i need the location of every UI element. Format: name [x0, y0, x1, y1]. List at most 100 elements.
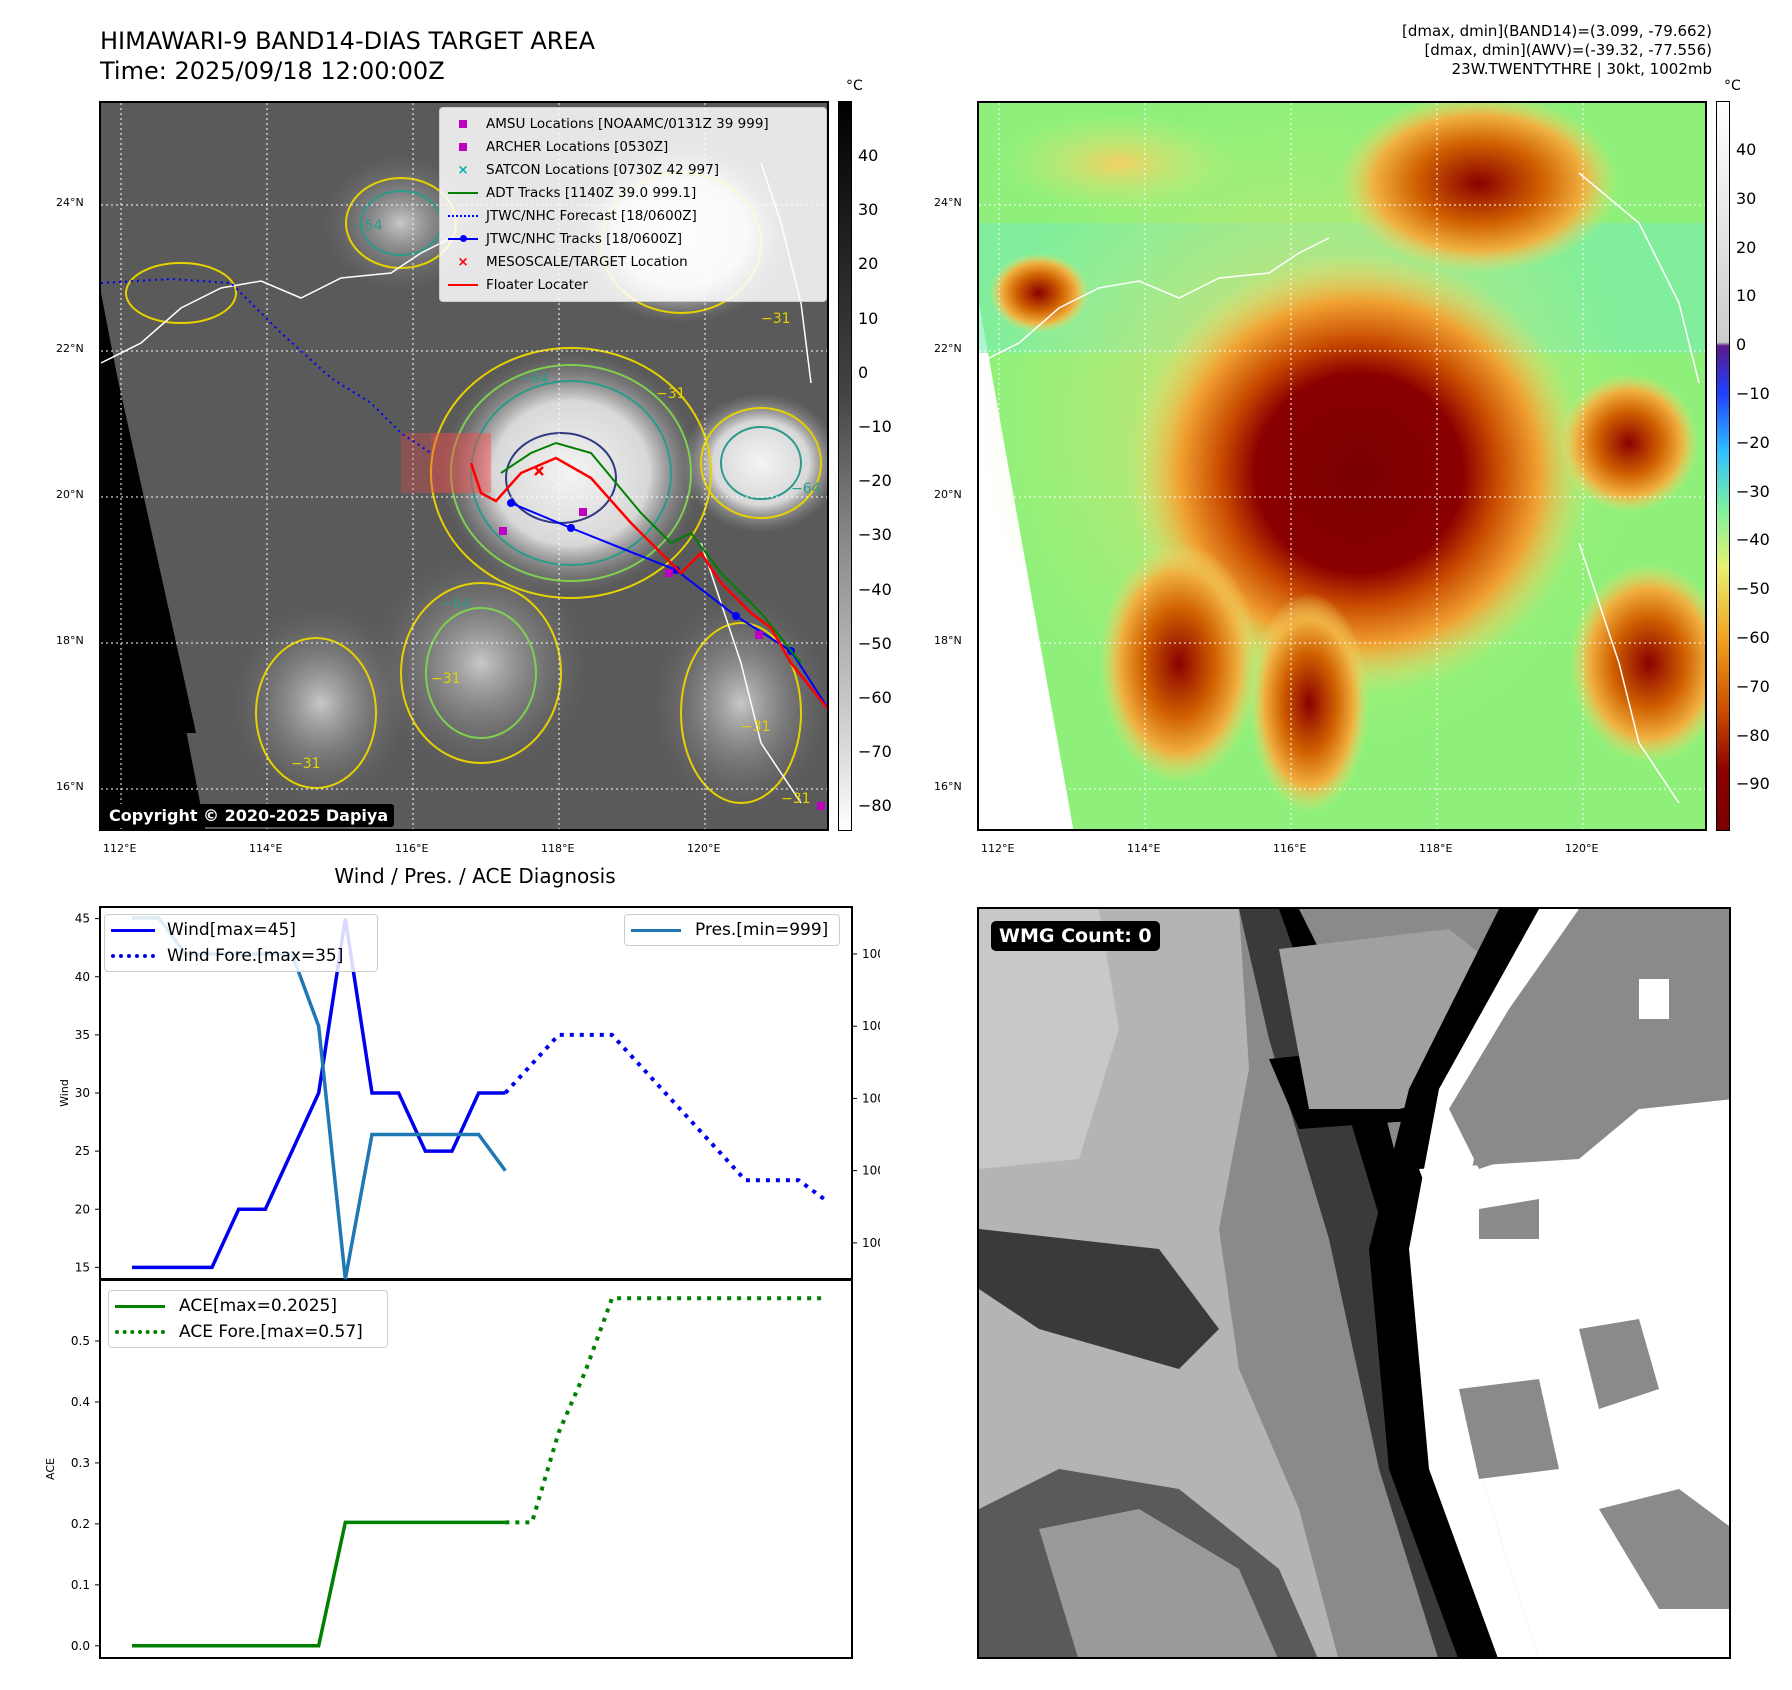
stats-line-1: [dmax, dmin](BAND14)=(3.099, -79.662) [1401, 22, 1712, 40]
legend-jtwc-tracks: JTWC/NHC Tracks [18/0600Z] [448, 227, 818, 250]
target-area-box [431, 433, 491, 493]
legend-floater: Floater Locater [448, 273, 818, 296]
svg-text:−31: −31 [431, 671, 461, 687]
legend-wind-forecast: Wind Fore.[max=35] [111, 943, 371, 969]
ace-ytick-label: 0.2 [71, 1517, 90, 1531]
wmg-panel: WMG Count: 0 [977, 907, 1731, 1659]
colorbar-tick: −30 [1736, 481, 1770, 501]
legend-pressure: Pres.[min=999] [631, 917, 833, 943]
colorbar-tick: −80 [858, 796, 892, 816]
colorbar-tick: −80 [1736, 725, 1770, 745]
colorbar-tick: 40 [1736, 140, 1757, 159]
svg-text:−64: −64 [441, 596, 471, 612]
colorbar-tick: 20 [858, 254, 879, 274]
series-pres-min-999- [132, 916, 507, 1280]
legend-target: × MESOSCALE/TARGET Location [457, 253, 688, 270]
colorbar-tick: 30 [1736, 188, 1757, 208]
ace-ytick-label: 0.0 [71, 1639, 90, 1653]
colorbar-tick: −20 [1736, 432, 1770, 452]
title-line-1: HIMAWARI-9 BAND14-DIAS TARGET AREA [100, 27, 596, 55]
pressure-ytick-label: 1008 [862, 947, 880, 961]
figure-title: HIMAWARI-9 BAND14-DIAS TARGET AREA Time:… [100, 26, 595, 86]
pressure-ytick-label: 1002 [862, 1164, 880, 1178]
wind-ylabel: Wind [60, 1079, 71, 1107]
jtwc-best-track [510, 502, 827, 709]
wind-ytick-label: 30 [75, 1086, 90, 1100]
colorbar-tick: −10 [1736, 384, 1770, 403]
awv-storm-core [1129, 253, 1589, 693]
colorbar-tick: −50 [858, 633, 892, 653]
ace-ytick-label: 0.5 [71, 1334, 90, 1348]
ace-ytick-label: 0.4 [71, 1395, 90, 1409]
colorbar-tick: −60 [1736, 628, 1770, 647]
colorbar-tick: −70 [1736, 676, 1770, 696]
svg-text:−31: −31 [761, 311, 791, 327]
contour-label: −54 [353, 218, 383, 234]
series-wind-max-45- [132, 918, 506, 1270]
wind-ytick-label: 45 [75, 912, 90, 926]
svg-text:−64: −64 [791, 481, 821, 497]
adt-track [500, 441, 802, 664]
colorbar-tick: −30 [858, 525, 892, 545]
colorbar-tick: 10 [1736, 286, 1757, 306]
colorbar-gray [838, 101, 852, 831]
colorbar-tick: −40 [1736, 530, 1770, 550]
floater-track [469, 456, 827, 711]
svg-text:−31: −31 [656, 386, 686, 402]
legend-satcon: × SATCON Locations [0730Z 42 997] [457, 161, 719, 178]
ace-legend: ACE[max=0.2025] ACE Fore.[max=0.57] [108, 1290, 388, 1348]
pressure-ytick-label: 1004 [862, 1091, 880, 1105]
jtwc-forecast-track [101, 277, 432, 454]
colorbar-color-unit: °C [1724, 78, 1741, 94]
ace-plot-frame [99, 1280, 853, 1659]
wind-ytick-label: 35 [75, 1028, 90, 1042]
awv-color-map [977, 101, 1707, 831]
legend-adt: ADT Tracks [1140Z 39.0 999.1] [448, 181, 818, 204]
series-ace-max-0-2025- [132, 1520, 506, 1648]
pressure-ytick-label: 1000 [862, 1236, 880, 1250]
pressure-ytick-label: 1006 [862, 1019, 880, 1033]
diagnosis-title: Wind / Pres. / ACE Diagnosis [334, 864, 616, 888]
wind-ytick-label: 15 [75, 1260, 90, 1274]
colorbar-tick: −90 [1736, 774, 1770, 794]
ace-ylabel: ACE [44, 1458, 57, 1480]
colorbar-tick: 0 [858, 362, 869, 382]
wind-ytick-label: 20 [75, 1202, 90, 1216]
colorbar-tick: 30 [858, 200, 879, 220]
colorbar-gray-unit: °C [846, 78, 863, 94]
wmg-canvas [979, 909, 1729, 1657]
svg-text:−31: −31 [291, 756, 321, 772]
title-line-2: Time: 2025/09/18 12:00:00Z [100, 57, 445, 85]
coastline [101, 237, 452, 364]
ace-chart: 0.0 0.1 0.2 0.3 0.4 0.5 ACE [44, 1280, 853, 1659]
ace-ytick-label: 0.1 [71, 1578, 90, 1592]
map-legend: AMSU Locations [NOAAMC/0131Z 39 999] ARC… [439, 107, 827, 302]
wind-ytick-label: 25 [75, 1144, 90, 1158]
series-ace-fore-max-0-57- [505, 1296, 826, 1525]
ace-ytick-label: 0.3 [71, 1456, 90, 1470]
colorbar-tick: −40 [858, 579, 892, 599]
stats-line-2: [dmax, dmin](AWV)=(-39.32, -77.556) [1424, 41, 1712, 59]
awv-map-canvas [979, 103, 1705, 829]
wind-ytick-label: 40 [75, 970, 90, 984]
wmg-count-badge: WMG Count: 0 [991, 921, 1160, 951]
legend-archer: ARCHER Locations [0530Z] [448, 135, 818, 158]
stats-header: [dmax, dmin](BAND14)=(3.099, -79.662) [d… [1402, 22, 1712, 79]
colorbar-tick: −70 [858, 742, 892, 762]
svg-text:−31: −31 [781, 791, 811, 807]
colorbar-tick: 10 [858, 308, 879, 328]
colorbar-tick: 20 [1736, 237, 1757, 257]
legend-jtwc-forecast: JTWC/NHC Forecast [18/0600Z] [448, 204, 818, 227]
copyright-badge: Copyright © 2020-2025 Dapiya [103, 804, 395, 827]
colorbar-tick: −60 [858, 688, 892, 707]
colorbar-tick: −10 [858, 417, 892, 436]
svg-text:−64: −64 [519, 371, 549, 387]
colorbar-tick: 40 [858, 146, 879, 165]
legend-ace-forecast: ACE Fore.[max=0.57] [115, 1319, 381, 1345]
colorbar-tick: −50 [1736, 579, 1770, 599]
colorbar-color [1716, 101, 1730, 831]
colorbar-tick: −20 [858, 471, 892, 491]
series-wind-fore-max-35- [503, 1032, 827, 1202]
colorbar-tick: 0 [1736, 335, 1747, 355]
legend-ace: ACE[max=0.2025] [115, 1293, 381, 1319]
